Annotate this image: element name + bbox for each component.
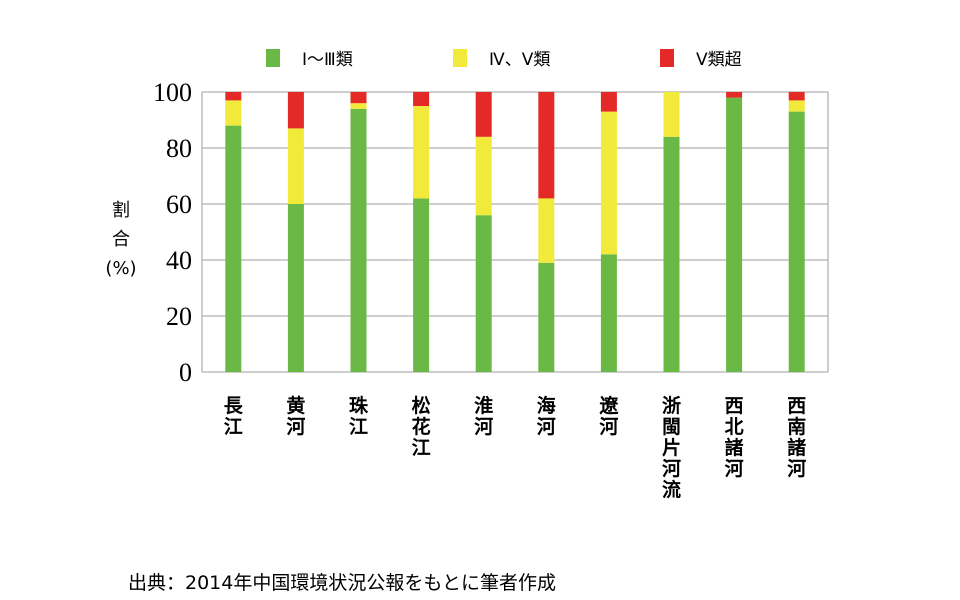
bar-segment bbox=[538, 262, 555, 372]
bar-segment bbox=[600, 254, 617, 372]
legend-swatch bbox=[660, 49, 674, 67]
legend-label: Ⅴ類超 bbox=[696, 50, 742, 70]
bar-segment bbox=[788, 92, 805, 101]
y-tick-label: 60 bbox=[166, 190, 192, 219]
bar-segment bbox=[788, 100, 805, 112]
bar-segment bbox=[788, 111, 805, 372]
legend-label: Ⅳ、Ⅴ類 bbox=[489, 50, 550, 70]
legend-swatch bbox=[266, 49, 280, 67]
bar-segment bbox=[350, 103, 367, 109]
bar-segment bbox=[413, 92, 430, 106]
x-category-label: 長江 bbox=[224, 395, 244, 438]
bar-segment bbox=[663, 92, 680, 137]
bar-segment bbox=[726, 97, 743, 372]
bar-segment bbox=[538, 198, 555, 263]
bar-segment bbox=[413, 106, 430, 199]
legend-label: Ⅰ～Ⅲ類 bbox=[302, 50, 353, 70]
bar-segment bbox=[600, 111, 617, 255]
bar-segment bbox=[475, 215, 492, 372]
source-note: 出典：2014年中国環境状況公報をもとに筆者作成 bbox=[128, 572, 556, 594]
x-category-label: 浙閩片河流 bbox=[662, 394, 681, 501]
bar-segment bbox=[350, 92, 367, 104]
y-tick-label: 40 bbox=[166, 246, 192, 275]
y-axis-label: 割合(%) bbox=[105, 200, 136, 279]
y-tick-label: 20 bbox=[166, 302, 192, 331]
bar-segment bbox=[663, 136, 680, 372]
x-category-label: 黄河 bbox=[286, 394, 305, 438]
x-category-label: 西南諸河 bbox=[787, 395, 806, 480]
x-category-label: 西北諸河 bbox=[725, 395, 744, 480]
y-tick-label: 100 bbox=[153, 78, 192, 107]
bar-segment bbox=[475, 92, 492, 137]
bar-segment bbox=[287, 92, 304, 129]
x-category-label: 松花江 bbox=[412, 394, 431, 459]
bar-segment bbox=[287, 204, 304, 372]
bar-segment bbox=[726, 92, 743, 98]
bar-segment bbox=[287, 128, 304, 204]
x-category-label: 淮河 bbox=[474, 395, 493, 438]
y-tick-label: 0 bbox=[179, 358, 192, 387]
bar-segment bbox=[538, 92, 555, 199]
bar-segment bbox=[413, 198, 430, 372]
bar-segment bbox=[225, 125, 242, 372]
bar-segment bbox=[600, 92, 617, 112]
legend-swatch bbox=[453, 49, 467, 67]
x-category-label: 珠江 bbox=[349, 394, 369, 438]
x-category-label: 遼河 bbox=[599, 394, 619, 438]
y-tick-label: 80 bbox=[166, 134, 192, 163]
bar-segment bbox=[475, 136, 492, 216]
bar-segment bbox=[225, 92, 242, 101]
bar-segment bbox=[225, 100, 242, 126]
x-category-label: 海河 bbox=[537, 394, 556, 438]
bar-segment bbox=[350, 108, 367, 373]
